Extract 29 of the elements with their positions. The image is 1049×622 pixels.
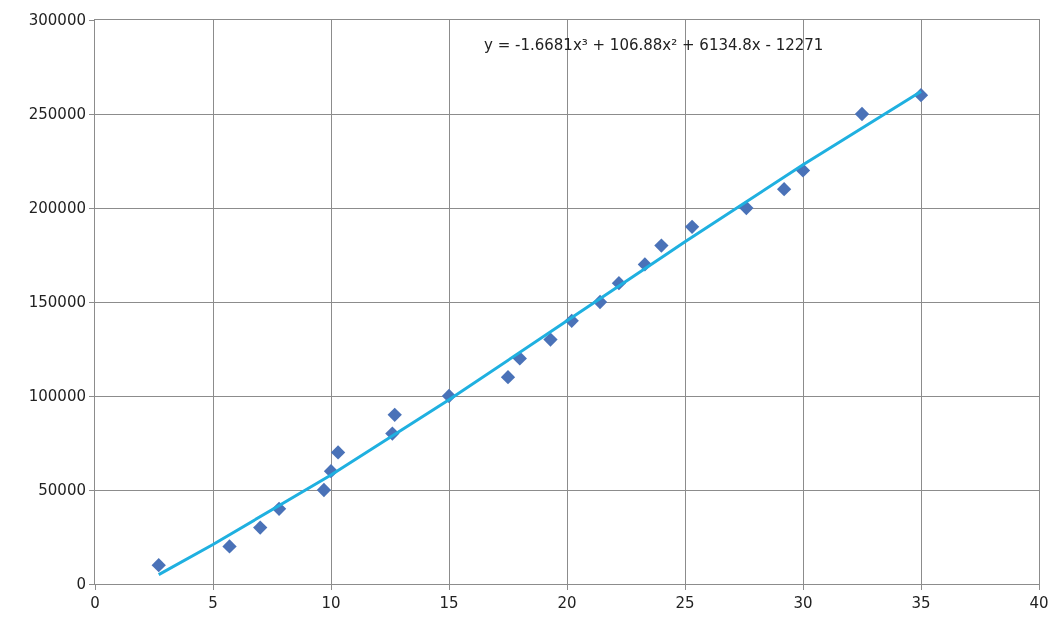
point — [684, 219, 700, 234]
point — [316, 482, 332, 498]
point — [776, 182, 792, 197]
x-tick-label: 25 — [675, 594, 695, 612]
annotation: y = -1.6681x³ + 106.88x² + 6134.8x - 12271 — [484, 36, 824, 54]
x-tick-label: 20 — [557, 594, 577, 612]
point — [330, 445, 346, 460]
point — [500, 370, 516, 385]
point — [654, 238, 669, 253]
x-tick-label: 10 — [321, 594, 341, 612]
point — [543, 332, 558, 347]
y-tick-label: 100000 — [28, 387, 86, 406]
y-tick-label: 50000 — [38, 481, 86, 500]
y-tick-label: 200000 — [28, 199, 86, 218]
y-tick-label: 300000 — [28, 11, 86, 30]
point — [387, 407, 402, 422]
point — [222, 539, 237, 554]
y-tick-label: 250000 — [28, 105, 86, 124]
point — [151, 558, 166, 573]
y-tick-label: 150000 — [28, 293, 86, 312]
x-tick-label: 40 — [1029, 594, 1049, 612]
y-tick-label: 0 — [76, 575, 86, 594]
x-tick-label: 30 — [793, 594, 813, 612]
x-tick-label: 35 — [911, 594, 931, 612]
point — [253, 520, 268, 535]
point — [854, 106, 870, 122]
x-tick-label: 0 — [90, 594, 100, 612]
x-tick-label: 15 — [439, 594, 459, 612]
x-tick-label: 5 — [208, 594, 218, 612]
